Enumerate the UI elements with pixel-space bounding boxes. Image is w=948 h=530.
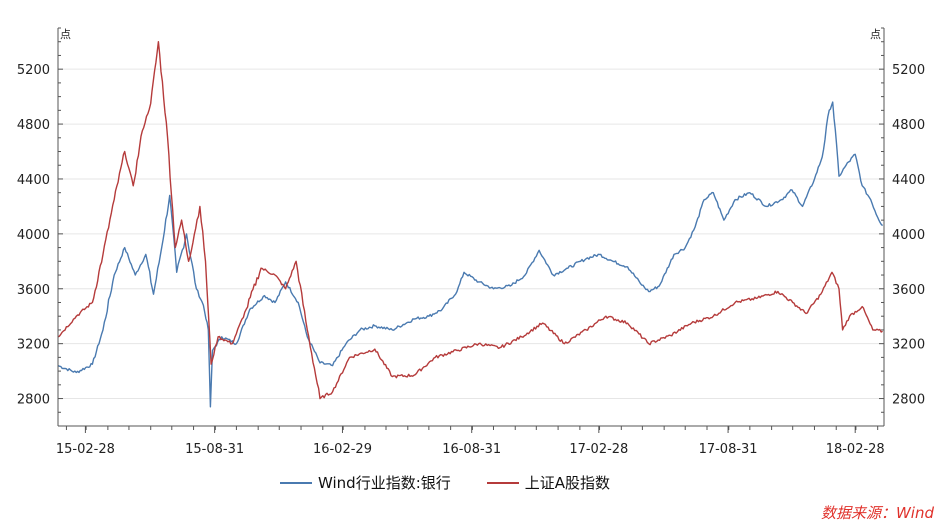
x-tick-label-15-08-31: 15-08-31	[185, 442, 244, 457]
x-tick-label-16-08-31: 16-08-31	[442, 442, 501, 457]
y-tick-label-right-3200: 3200	[892, 338, 925, 353]
unit-label-left: 点	[60, 28, 71, 41]
y-tick-label-left-3200: 3200	[17, 338, 50, 353]
legend-item-sse: 上证A股指数	[486, 472, 611, 493]
unit-label-right: 点	[870, 28, 881, 41]
y-tick-label-left-4800: 4800	[17, 118, 50, 133]
y-tick-label-left-2800: 2800	[17, 393, 50, 408]
legend-swatch-bank	[280, 481, 312, 484]
source-note: 数据来源：Wind	[820, 504, 934, 522]
chart-area: 2800 2800 3200 3200 3600 3600 4000 4000 4400 4400…	[17, 27, 925, 457]
y-tick-label-left-3600: 3600	[17, 283, 50, 298]
series-line-1	[57, 41, 883, 400]
y-tick-label-right-3600: 3600	[892, 283, 925, 298]
axes: 2800 2800 3200 3200 3600 3600 4000 4000 4400 4400…	[17, 27, 925, 457]
y-tick-label-left-5200: 5200	[17, 63, 50, 78]
y-tick-label-right-4800: 4800	[892, 118, 925, 133]
x-tick-label-16-02-29: 16-02-29	[313, 442, 372, 457]
y-tick-label-right-4000: 4000	[892, 228, 925, 243]
legend-swatch-sse	[486, 481, 519, 484]
y-tick-label-right-4400: 4400	[892, 173, 925, 188]
legend-item-bank: Wind行业指数:银行	[280, 472, 451, 493]
x-tick-label-15-02-28: 15-02-28	[56, 442, 115, 457]
series-group	[57, 41, 884, 408]
legend-label-bank: Wind行业指数:银行	[318, 474, 451, 492]
gridlines	[58, 68, 884, 400]
y-tick-label-right-5200: 5200	[892, 63, 925, 78]
y-tick-label-right-2800: 2800	[892, 393, 925, 408]
legend-label-sse: 上证A股指数	[524, 474, 611, 492]
x-tick-label-17-02-28: 17-02-28	[569, 442, 628, 457]
x-tick-label-18-02-28: 18-02-28	[826, 442, 885, 457]
x-tick-label-17-08-31: 17-08-31	[699, 442, 758, 457]
y-tick-label-left-4400: 4400	[17, 173, 50, 188]
y-tick-label-left-4000: 4000	[17, 228, 50, 243]
legend: Wind行业指数:银行 上证A股指数	[280, 472, 610, 493]
series-line-0	[57, 101, 884, 408]
